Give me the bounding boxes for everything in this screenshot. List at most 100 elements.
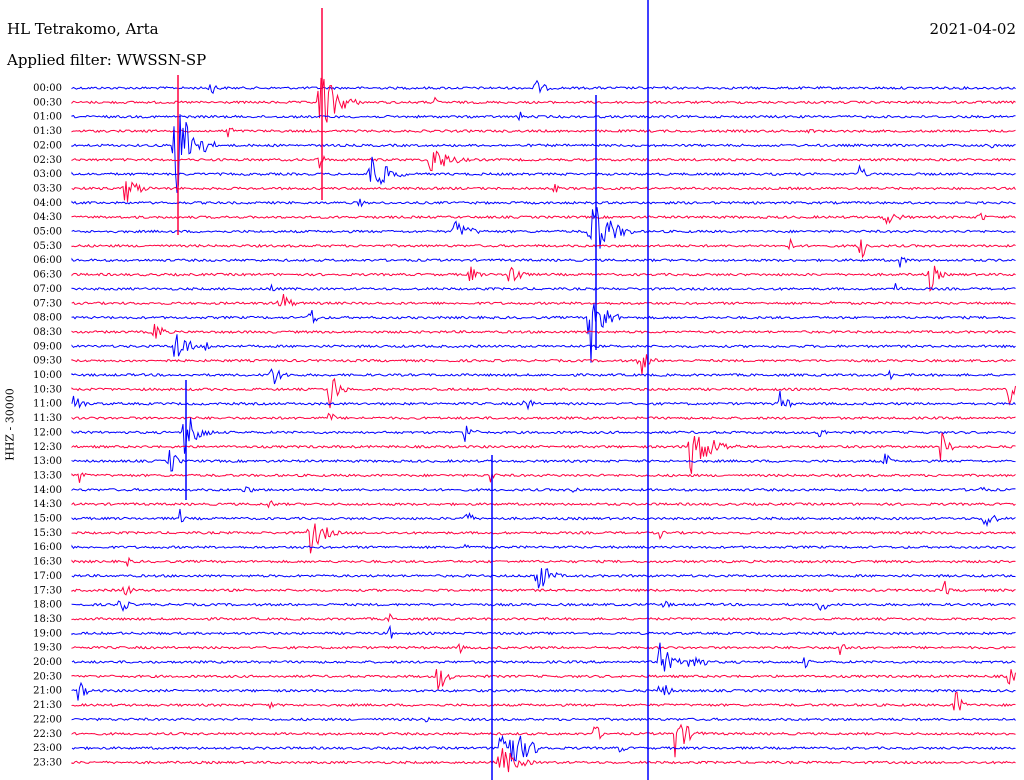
trace-line xyxy=(71,377,1016,409)
time-label: 22:30 xyxy=(33,729,62,740)
time-label: 02:00 xyxy=(33,140,62,151)
time-label: 06:30 xyxy=(33,270,62,281)
time-label: 00:00 xyxy=(33,83,62,94)
trace-line xyxy=(71,150,1016,172)
time-label: 10:00 xyxy=(33,370,62,381)
time-label: 11:00 xyxy=(33,399,62,410)
time-label: 13:00 xyxy=(33,456,62,467)
trace-line xyxy=(71,198,1016,208)
trace-line xyxy=(71,556,1016,567)
trace-line xyxy=(71,543,1016,550)
trace-line xyxy=(71,500,1016,509)
station-title: HL Tetrakomo, Arta xyxy=(7,20,159,38)
trace-line xyxy=(71,212,1016,226)
trace-line xyxy=(71,79,1016,95)
time-label: 17:30 xyxy=(33,585,62,596)
trace-line xyxy=(71,207,1016,249)
trace-line xyxy=(71,691,1016,711)
trace-line xyxy=(71,471,1016,483)
time-label: 20:00 xyxy=(33,657,62,668)
time-label: 21:00 xyxy=(33,686,62,697)
trace-line xyxy=(71,642,1016,672)
time-label: 05:00 xyxy=(33,227,62,238)
trace-line xyxy=(71,390,1016,411)
time-label: 22:00 xyxy=(33,714,62,725)
trace-line xyxy=(71,77,1016,123)
time-label: 04:30 xyxy=(33,212,62,223)
trace-line xyxy=(71,734,1016,762)
time-label: 09:00 xyxy=(33,341,62,352)
time-label: 11:30 xyxy=(33,413,62,424)
time-label: 05:30 xyxy=(33,241,62,252)
trace-line xyxy=(71,523,1016,554)
time-label: 17:00 xyxy=(33,571,62,582)
time-label: 03:00 xyxy=(33,169,62,180)
trace-line xyxy=(71,283,1016,292)
time-label: 15:30 xyxy=(33,528,62,539)
trace-line xyxy=(71,624,1016,639)
time-label: 18:00 xyxy=(33,600,62,611)
trace-line xyxy=(71,334,1016,357)
trace-line xyxy=(71,568,1016,589)
trace-line xyxy=(71,508,1016,528)
time-label: 09:30 xyxy=(33,356,62,367)
time-label: 14:00 xyxy=(33,485,62,496)
time-label: 16:00 xyxy=(33,542,62,553)
trace-line xyxy=(71,486,1016,493)
trace-line xyxy=(71,723,1016,758)
trace-line xyxy=(71,417,1016,454)
trace-line xyxy=(71,600,1016,612)
trace-line xyxy=(71,114,1016,193)
time-label: 12:00 xyxy=(33,427,62,438)
trace-line xyxy=(71,127,1016,138)
time-label: 21:30 xyxy=(33,700,62,711)
trace-line xyxy=(71,748,1016,773)
trace-line xyxy=(71,111,1016,122)
trace-line xyxy=(71,449,1016,472)
time-label: 23:30 xyxy=(33,757,62,768)
time-label: 15:00 xyxy=(33,514,62,525)
time-label: 13:30 xyxy=(33,470,62,481)
trace-line xyxy=(71,681,1016,701)
trace-line xyxy=(71,669,1016,690)
trace-line xyxy=(71,412,1016,422)
time-label: 03:30 xyxy=(33,183,62,194)
time-label: 20:30 xyxy=(33,671,62,682)
trace-line xyxy=(71,643,1016,655)
date-label: 2021-04-02 xyxy=(929,20,1016,38)
time-label: 23:00 xyxy=(33,743,62,754)
time-label: 07:30 xyxy=(33,298,62,309)
time-label: 10:30 xyxy=(33,384,62,395)
trace-line xyxy=(71,156,1016,186)
time-label: 07:00 xyxy=(33,284,62,295)
trace-line xyxy=(71,237,1016,259)
time-label: 06:00 xyxy=(33,255,62,266)
trace-line xyxy=(71,256,1016,268)
time-label: 04:00 xyxy=(33,198,62,209)
time-label: 18:30 xyxy=(33,614,62,625)
trace-line xyxy=(71,716,1016,723)
trace-line xyxy=(71,580,1016,596)
time-label: 01:30 xyxy=(33,126,62,137)
time-label: 02:30 xyxy=(33,155,62,166)
time-label: 01:00 xyxy=(33,112,62,123)
trace-line xyxy=(71,303,1016,363)
time-label: 19:00 xyxy=(33,628,62,639)
time-label: 14:30 xyxy=(33,499,62,510)
time-label: 00:30 xyxy=(33,97,62,108)
time-label: 16:30 xyxy=(33,557,62,568)
trace-line xyxy=(71,265,1016,292)
filter-label: Applied filter: WWSSN-SP xyxy=(7,51,207,69)
trace-line xyxy=(71,354,1016,375)
time-label: 08:30 xyxy=(33,327,62,338)
trace-line xyxy=(71,368,1016,385)
time-label: 08:00 xyxy=(33,313,62,324)
trace-line xyxy=(71,432,1016,474)
trace-line xyxy=(71,612,1016,623)
trace-line xyxy=(71,181,1016,202)
time-label: 12:30 xyxy=(33,442,62,453)
trace-line xyxy=(71,294,1016,307)
trace-line xyxy=(71,323,1016,339)
time-label: 19:30 xyxy=(33,643,62,654)
